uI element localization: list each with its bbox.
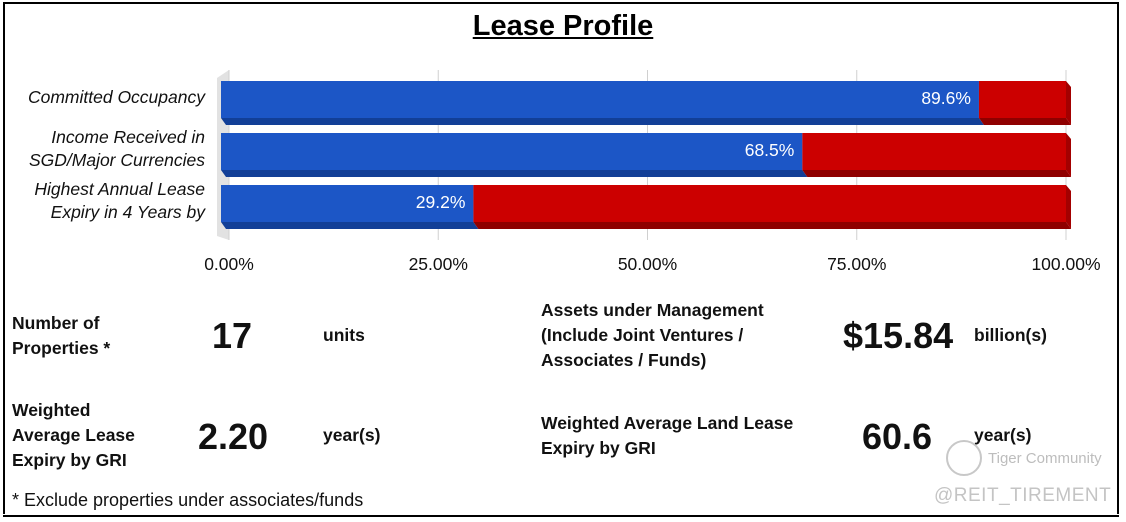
wale-label-line: Weighted [12, 400, 91, 420]
wale-label: Weighted Average Lease Expiry by GRI [12, 398, 135, 473]
category-label: SGD/Major Currencies [28, 150, 205, 170]
aum-label-line: Associates / Funds) [541, 350, 707, 370]
bar-value-label: 68.5% [744, 140, 795, 160]
bar-end-cap [1066, 81, 1071, 125]
properties-label-line: Number of [12, 313, 100, 333]
aum-label: Assets under Management (Include Joint V… [541, 298, 764, 373]
properties-unit: units [323, 325, 365, 345]
bar-value-depth [221, 222, 479, 229]
bar-value-label: 29.2% [415, 192, 466, 212]
x-tick-label: 0.00% [204, 254, 254, 274]
panel-frame [3, 2, 1119, 514]
watermark-handle: @REIT_TIREMENT [934, 485, 1112, 506]
wale-unit: year(s) [323, 425, 381, 445]
land-lease-value: 60.6 [862, 416, 933, 457]
bar-remainder [978, 81, 1066, 118]
category-label: Expiry in 4 Years by [50, 202, 205, 222]
aum-value: $15.84 [843, 315, 954, 356]
bar-end-cap [1066, 133, 1071, 177]
properties-label: Number of Properties * [12, 311, 110, 361]
land-lease-unit: year(s) [974, 425, 1032, 445]
wale-label-line: Average Lease [12, 425, 135, 445]
bar-chart [217, 70, 1071, 240]
category-label: Committed Occupancy [27, 87, 205, 107]
bar-remainder-depth [802, 170, 1071, 177]
x-tick-label: 100.00% [1031, 254, 1101, 274]
bar-value [221, 133, 803, 170]
bar-remainder-depth [978, 118, 1071, 125]
aum-unit: billion(s) [974, 325, 1047, 345]
wale-label-line: Expiry by GRI [12, 450, 127, 470]
page-title: Lease Profile [472, 10, 654, 42]
bar-end-cap [1066, 185, 1071, 229]
bar-value-depth [221, 170, 808, 177]
land-lease-label-line: Expiry by GRI [541, 438, 656, 458]
bottom-rule [3, 515, 1119, 517]
properties-value: 17 [212, 315, 253, 356]
properties-label-line: Properties * [12, 338, 111, 358]
category-label: Income Received in [51, 127, 205, 147]
watermark-community: Tiger Community [988, 450, 1102, 467]
x-tick-label: 50.00% [617, 254, 678, 274]
land-lease-label-line: Weighted Average Land Lease [541, 413, 794, 433]
category-label: Highest Annual Lease [34, 179, 205, 199]
bar-remainder [802, 133, 1066, 170]
bar-remainder [473, 185, 1066, 222]
bar-value [221, 185, 474, 222]
aum-label-line: Assets under Management [541, 300, 764, 320]
bar-remainder-depth [473, 222, 1071, 229]
aum-label-line: (Include Joint Ventures / [541, 325, 744, 345]
wale-value: 2.20 [198, 416, 269, 457]
footnote: * Exclude properties under associates/fu… [12, 490, 364, 510]
bar-value [221, 81, 979, 118]
land-lease-label: Weighted Average Land Lease Expiry by GR… [541, 411, 793, 461]
bar-value-label: 89.6% [921, 88, 971, 108]
tiger-community-logo-icon [946, 440, 982, 476]
bar-value-depth [221, 118, 984, 125]
x-tick-label: 25.00% [408, 254, 468, 274]
x-tick-label: 75.00% [827, 254, 887, 274]
